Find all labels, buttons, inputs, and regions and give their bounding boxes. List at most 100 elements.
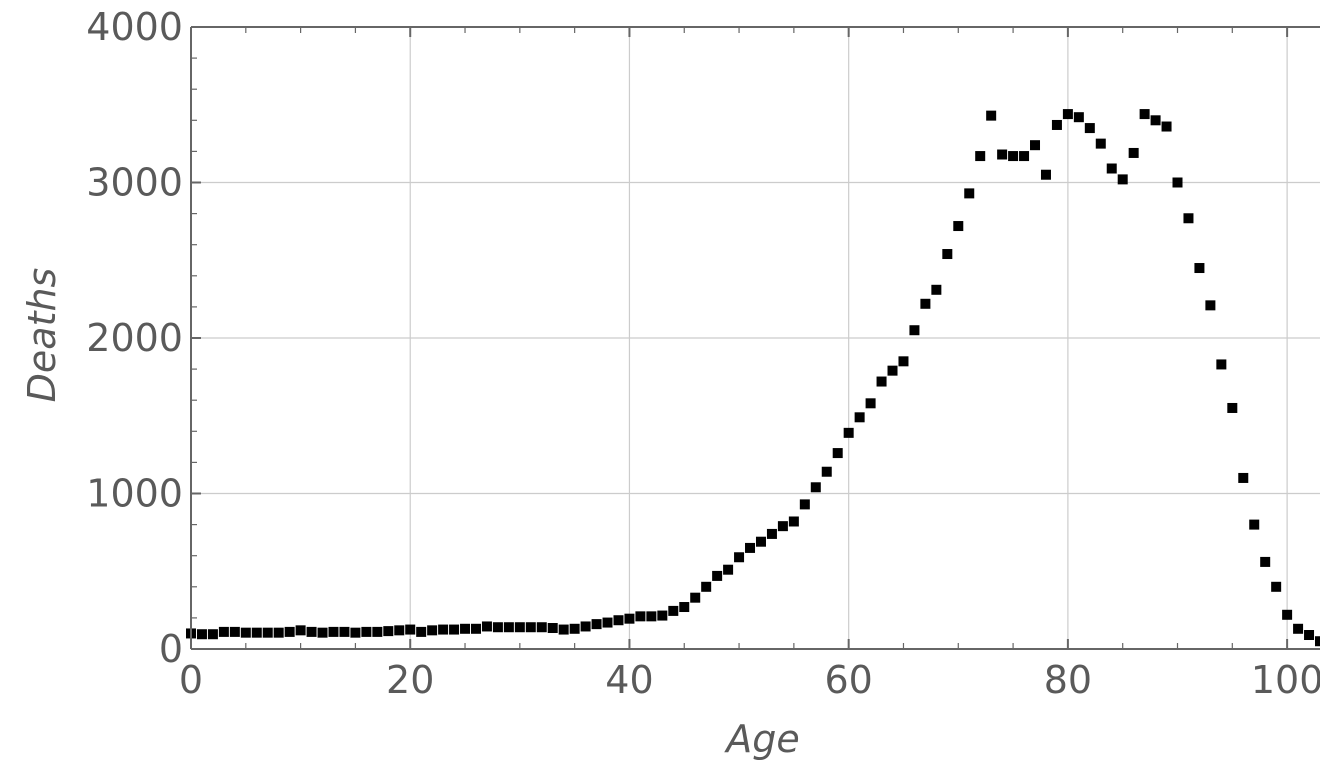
data-point [449,624,460,635]
data-point [1293,623,1304,634]
data-point [920,298,931,309]
data-point [1161,121,1172,132]
data-point [624,613,635,624]
data-point [405,624,416,635]
data-point [547,623,558,634]
data-point [679,602,690,613]
data-point [1227,402,1238,413]
data-point [361,626,372,637]
data-point [788,516,799,527]
x-tick-label: 80 [1044,658,1092,702]
data-point [799,499,810,510]
data-point [1095,138,1106,149]
data-point [701,581,712,592]
data-point [1051,119,1062,130]
data-point [1271,581,1282,592]
data-point [207,629,218,640]
data-point [635,611,646,622]
data-point [503,622,514,633]
data-point [1238,472,1249,483]
data-point [1249,519,1260,530]
data-point [1008,151,1019,162]
data-point [942,249,953,260]
data-point [1172,177,1183,188]
data-point [1019,151,1030,162]
data-point [887,365,898,376]
data-point [975,151,986,162]
data-point [492,622,503,633]
data-point [909,325,920,336]
data-point [284,626,295,637]
y-tick-label: 2000 [86,316,183,360]
x-tick-label: 60 [824,658,872,702]
data-point [745,542,756,553]
axis-ticks [190,26,1289,650]
data-point [613,615,624,626]
y-tick-label: 4000 [86,5,183,49]
data-point [1315,636,1320,647]
data-point [251,627,262,638]
data-point [1073,112,1084,123]
data-point [372,626,383,637]
x-tick-label: 20 [386,658,434,702]
data-point [262,627,273,638]
data-point [723,564,734,575]
data-point [481,621,492,632]
data-point [536,622,547,633]
data-points [186,109,1320,647]
data-point [569,623,580,634]
data-point [438,624,449,635]
data-point [1084,123,1095,134]
data-point [832,448,843,459]
data-point [986,110,997,121]
data-point [953,221,964,232]
data-point [295,625,306,636]
data-point [755,536,766,547]
data-point [668,605,679,616]
data-point [350,627,361,638]
data-point [514,622,525,633]
data-point [470,623,481,634]
data-point [1139,109,1150,120]
y-axis-title: Deaths [20,268,64,403]
data-point [777,521,788,532]
data-point [964,188,975,199]
data-point [591,619,602,630]
x-axis-title: Age [723,717,800,761]
data-point [218,626,229,637]
data-point [383,626,394,637]
data-point [712,570,723,581]
data-point [525,622,536,633]
data-point [1205,300,1216,311]
y-tick-label: 1000 [86,472,183,516]
data-point [306,626,317,637]
data-point [1282,609,1293,620]
data-point [1216,359,1227,370]
data-point [810,482,821,493]
data-point [229,626,240,637]
data-point [1304,630,1315,641]
y-tick-label: 3000 [86,161,183,205]
data-point [646,611,657,622]
data-point [240,627,251,638]
data-point [1117,174,1128,185]
data-point [821,466,832,477]
data-point [196,629,207,640]
data-point [273,627,284,638]
y-tick-label: 0 [159,627,183,671]
data-point [328,626,339,637]
data-point [1030,140,1041,151]
data-point [580,621,591,632]
data-point [416,626,427,637]
data-point [1194,263,1205,274]
data-point [1183,213,1194,224]
data-point [317,627,328,638]
data-point [1260,556,1271,567]
data-point [876,376,887,387]
data-point [602,617,613,628]
data-point [427,625,438,636]
data-point [865,398,876,409]
data-point [394,625,405,636]
